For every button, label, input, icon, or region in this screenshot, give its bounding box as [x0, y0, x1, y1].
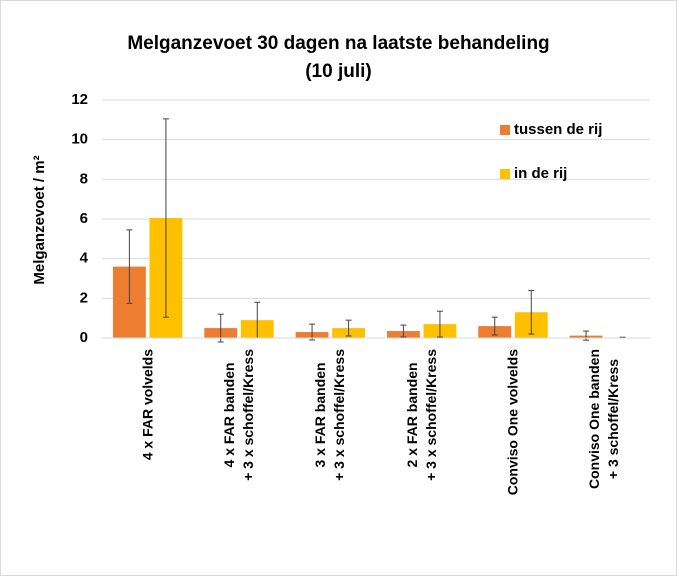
y-tick-label: 8 [80, 170, 88, 187]
y-axis-label: Melganzevoet / m² [31, 155, 48, 284]
y-tick-label: 0 [80, 329, 88, 346]
x-tick-label: 4 x FAR volvelds [139, 349, 156, 461]
legend-swatch [500, 169, 510, 179]
y-tick-label: 6 [80, 210, 88, 227]
y-tick-label: 10 [71, 131, 88, 148]
legend-swatch [500, 125, 510, 135]
x-tick-label: 3 x FAR banden + 3 x schoffel/Kress [312, 349, 348, 481]
y-tick-label: 12 [71, 91, 88, 108]
legend-label: in de rij [514, 165, 567, 182]
x-tick-label: Conviso One banden + 3 schoffel/Kress [586, 349, 622, 490]
y-tick-label: 2 [80, 289, 88, 306]
legend-label: tussen de rij [514, 121, 602, 138]
x-tick-label: 4 x FAR banden + 3 x schoffel/Kress [221, 349, 256, 481]
x-tick-label: Conviso One volvelds [504, 349, 521, 496]
x-tick-label: 2 x FAR banden + 3 x schoffel/Kress [403, 349, 439, 481]
y-tick-label: 4 [80, 250, 89, 267]
chart-title: Melganzevoet 30 dagen na laatste behande… [127, 33, 550, 82]
